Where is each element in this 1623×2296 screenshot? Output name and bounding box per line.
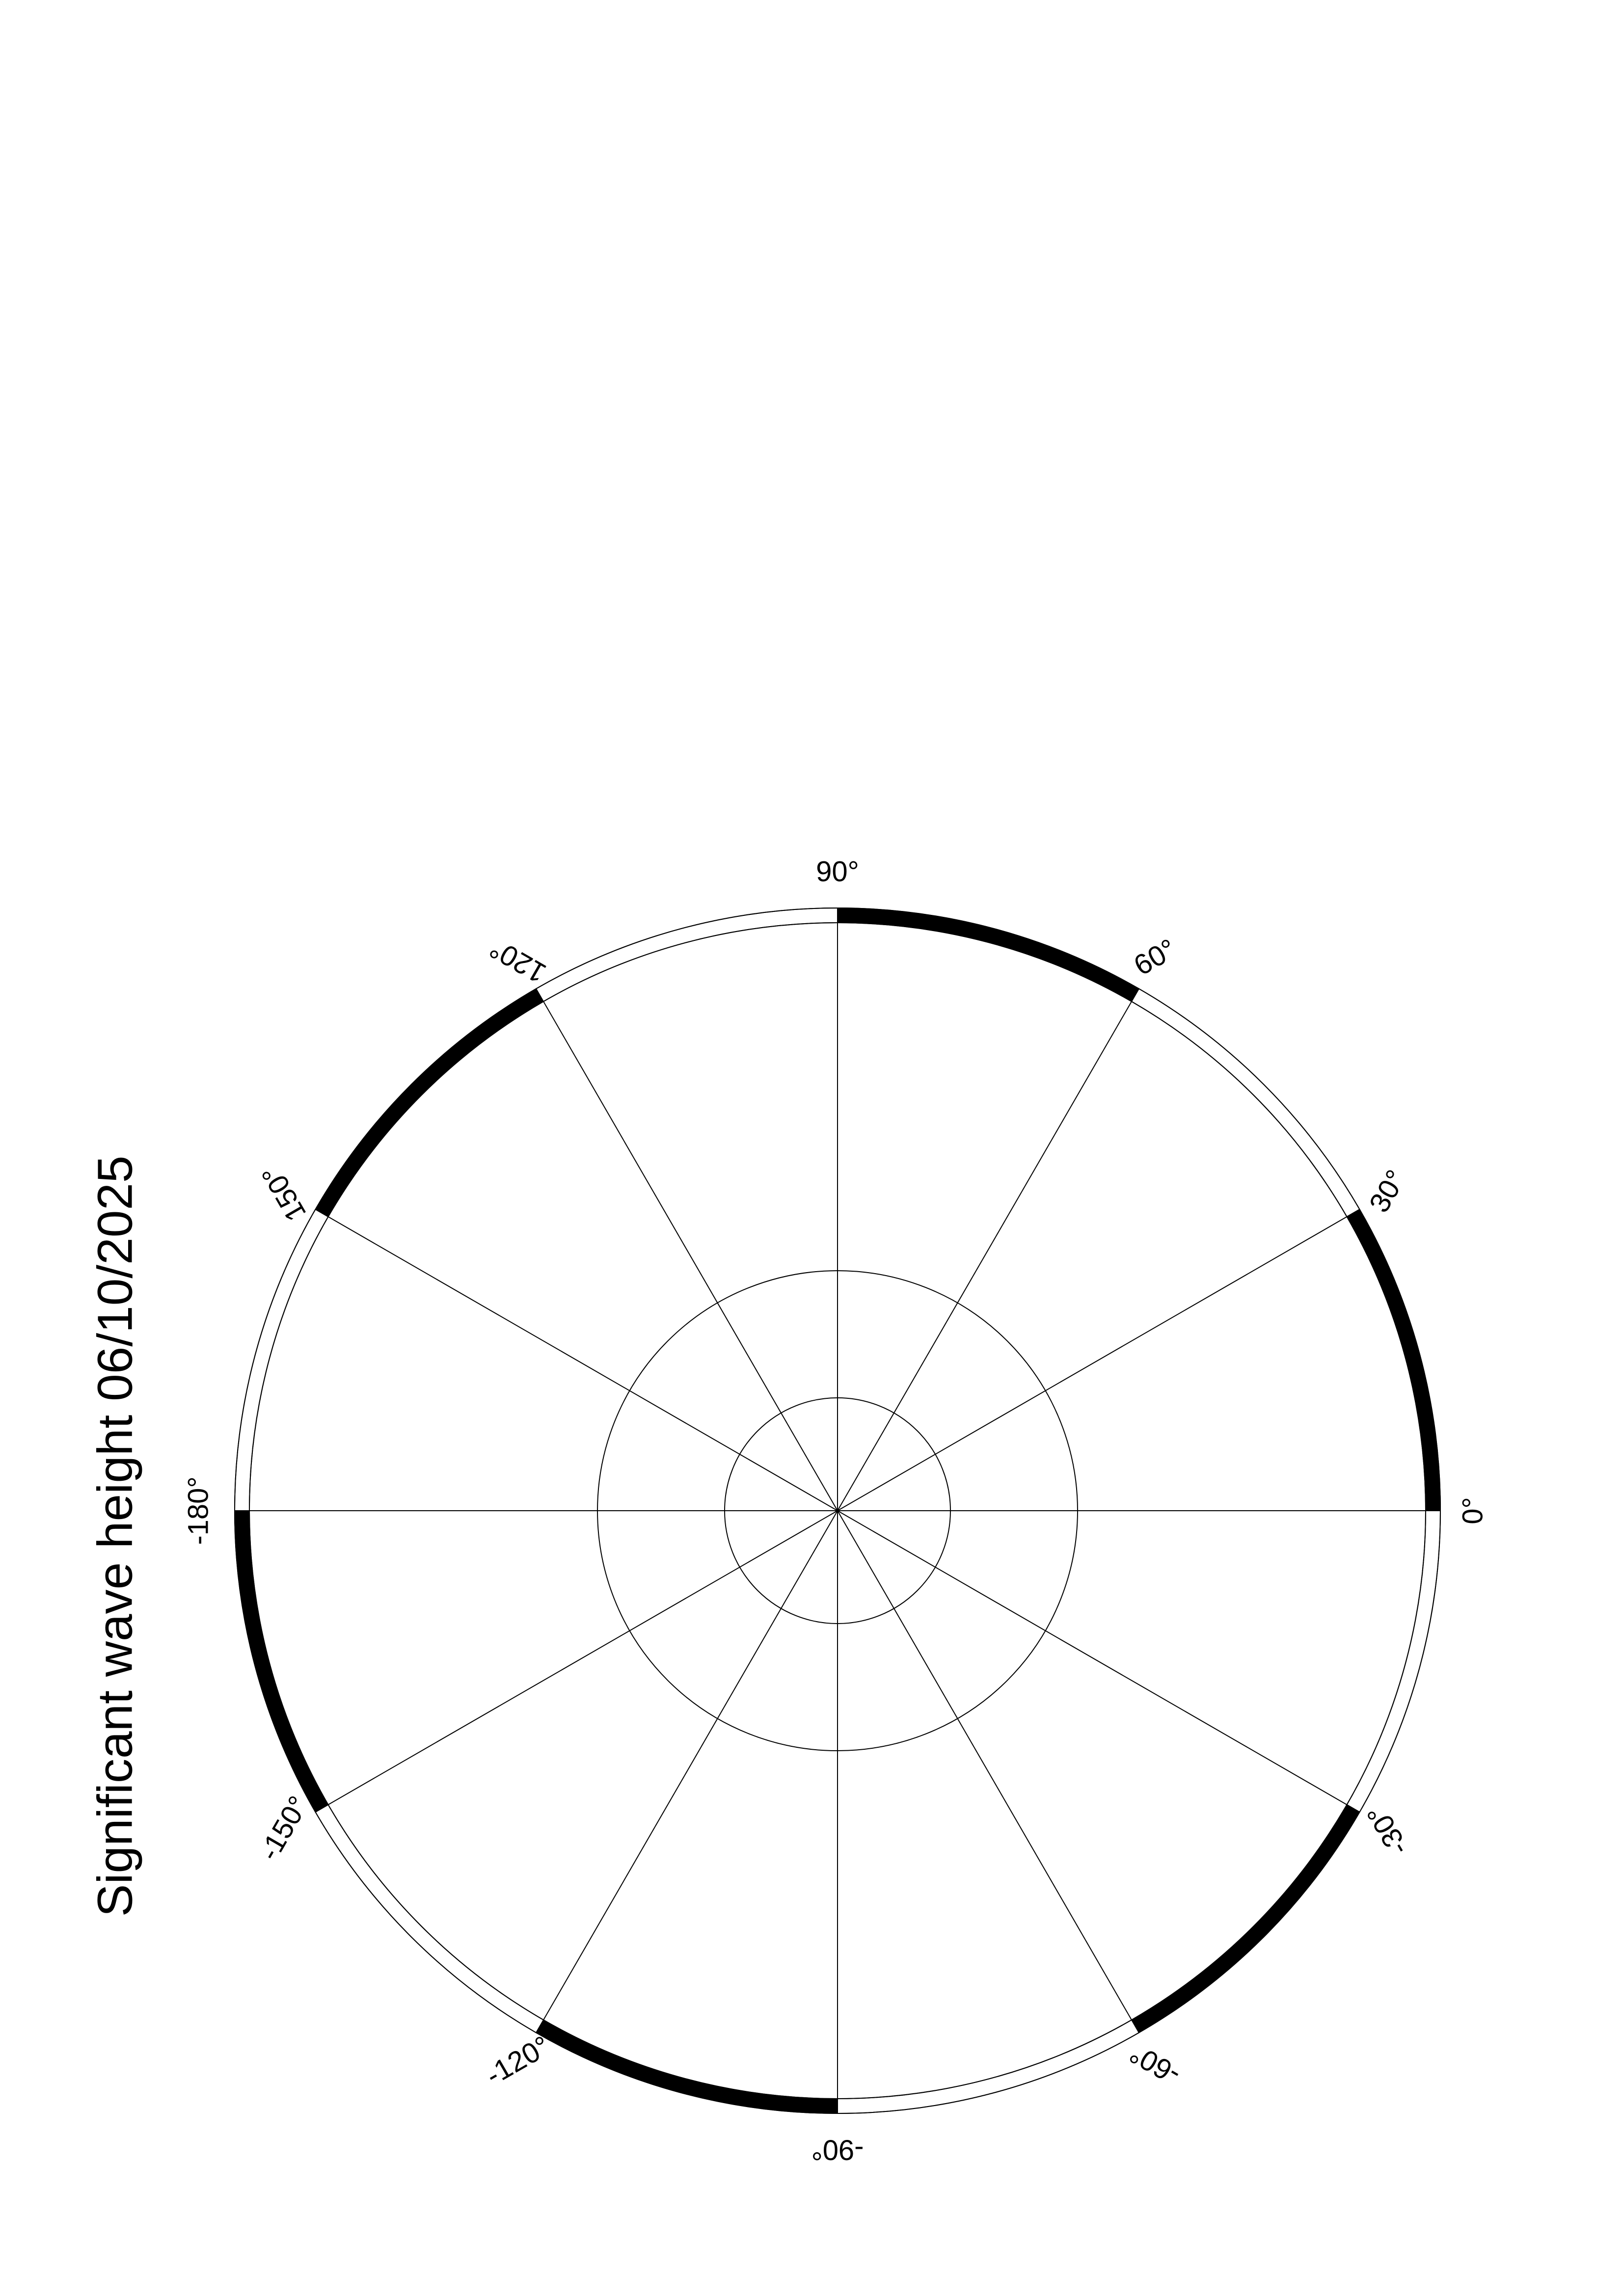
- svg-text:120°: 120°: [485, 932, 551, 989]
- svg-text:-150°: -150°: [253, 1790, 315, 1866]
- svg-text:-180°: -180°: [182, 1476, 214, 1545]
- svg-text:-30°: -30°: [1361, 1799, 1415, 1861]
- svg-text:90°: 90°: [816, 855, 859, 887]
- svg-text:150°: 150°: [255, 1160, 312, 1227]
- svg-text:-60°: -60°: [1124, 2037, 1186, 2091]
- svg-text:-90°: -90°: [811, 2134, 864, 2166]
- svg-text:-120°: -120°: [480, 2030, 555, 2092]
- svg-text:60°: 60°: [1129, 933, 1182, 982]
- svg-text:30°: 30°: [1363, 1165, 1412, 1218]
- svg-text:0°: 0°: [1457, 1497, 1488, 1524]
